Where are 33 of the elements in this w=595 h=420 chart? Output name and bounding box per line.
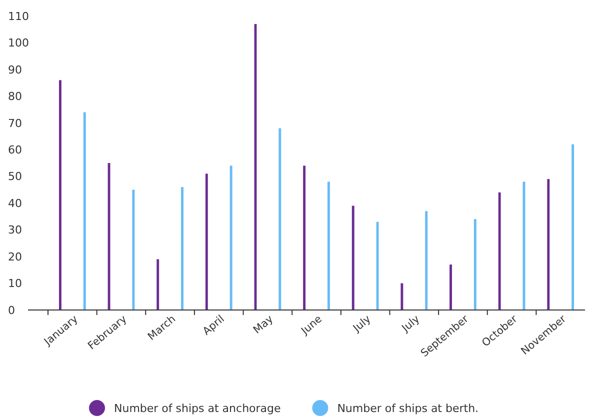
bar xyxy=(547,179,550,310)
bar xyxy=(278,128,282,310)
y-tick-label: 40 xyxy=(8,196,22,210)
y-tick-label: 60 xyxy=(8,143,22,156)
bar xyxy=(156,259,160,310)
x-tick-label: May xyxy=(251,313,276,336)
y-tick-label: 20 xyxy=(8,250,22,264)
y-tick-label: 80 xyxy=(8,90,22,104)
bar xyxy=(425,211,428,310)
bar xyxy=(498,192,501,310)
legend-label: Number of ships at anchorage xyxy=(114,402,282,415)
bar xyxy=(181,187,184,310)
bar xyxy=(400,283,404,310)
bar xyxy=(474,219,476,310)
y-tick-label: 100 xyxy=(8,36,29,50)
bar xyxy=(572,144,574,310)
y-tick-label: 10 xyxy=(8,277,22,290)
bar xyxy=(58,80,62,310)
bar xyxy=(230,166,232,310)
y-tick-label: 30 xyxy=(8,224,22,237)
y-tick-label: 0 xyxy=(8,304,15,317)
bar xyxy=(132,190,135,310)
bar xyxy=(450,264,452,310)
bar xyxy=(327,182,330,310)
bar xyxy=(352,206,354,310)
legend-label: Number of ships at berth. xyxy=(337,402,479,415)
y-tick-label: 50 xyxy=(8,170,22,184)
bar xyxy=(303,166,306,310)
bar xyxy=(205,174,208,310)
y-tick-label: 70 xyxy=(8,116,22,130)
y-tick-label: 90 xyxy=(8,63,22,76)
y-tick-label: 110 xyxy=(8,10,29,23)
bar xyxy=(83,112,86,310)
